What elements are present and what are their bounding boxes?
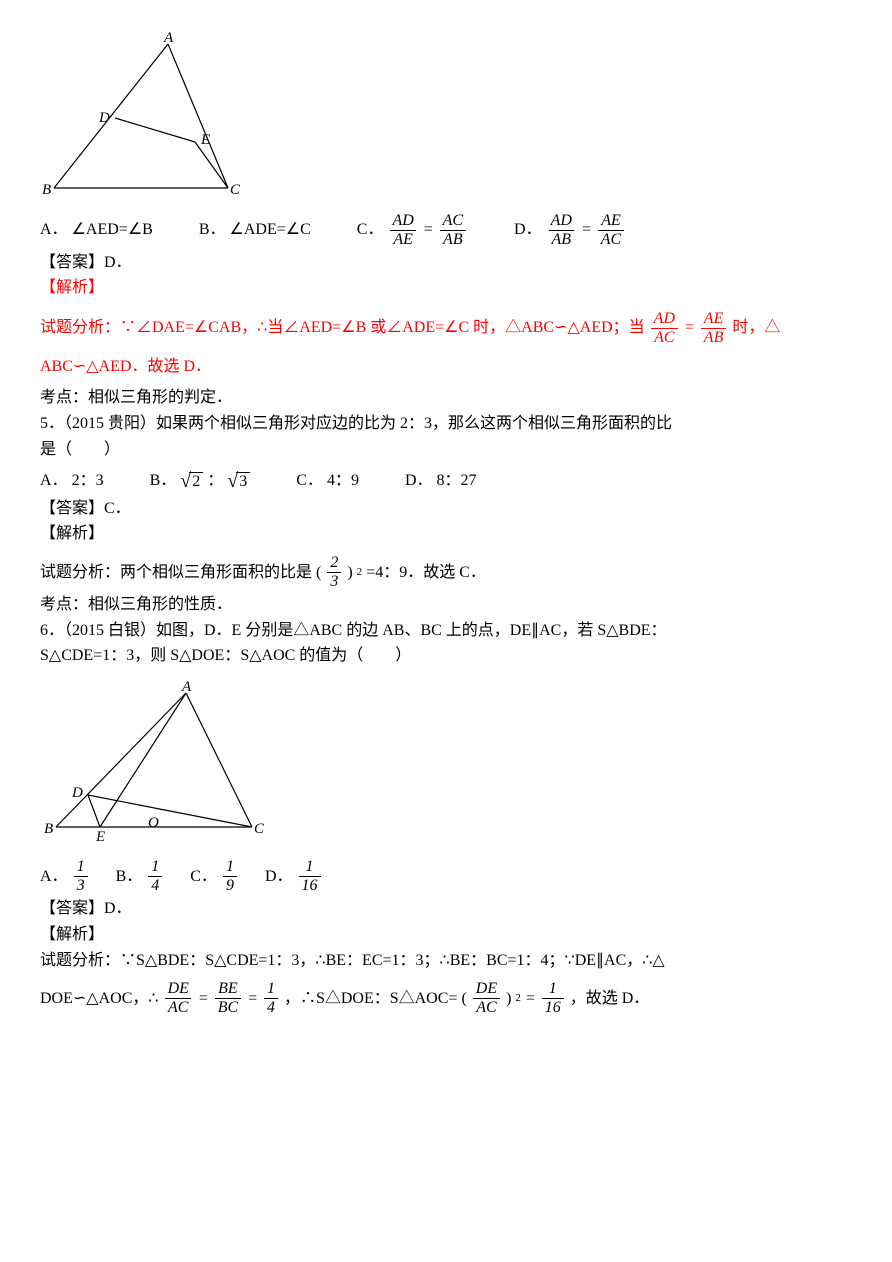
q6-opt-a-frac: 1 3 [74, 859, 88, 894]
q6-opt-d-prefix: D． [265, 864, 293, 890]
q5-options-row: A． 2：3 B． √2 ： √3 C． 4：9 D． 8：27 [40, 468, 852, 494]
q6-opt-c-prefix: C． [190, 864, 217, 890]
figure-q4: A D E B C [40, 30, 852, 209]
q6-opt-c-frac: 1 9 [223, 859, 237, 894]
q4-opt-d-prefix: D． [514, 217, 542, 243]
svg-text:O: O [148, 815, 159, 831]
paren-l: ( [461, 986, 466, 1012]
eq-sign: = [247, 986, 258, 1012]
q5-opt-c-prefix: C． [296, 468, 323, 494]
q5-opt-d-prefix: D． [405, 468, 433, 494]
q4-opt-a-text: ∠AED=∠B [72, 217, 153, 243]
eq-sign: = [198, 986, 209, 1012]
svg-text:E: E [95, 829, 105, 845]
q6-expl-frac2-v: 1 16 [542, 981, 564, 1016]
q5-opt-a-prefix: A． [40, 468, 68, 494]
q5-opt-b-prefix: B． [150, 468, 177, 494]
q5-opt-d-text: 8：27 [437, 468, 477, 494]
svg-text:A: A [181, 679, 192, 695]
q6-stem-line2: S△CDE=1：3，则 S△DOE：S△AOC 的值为（ ） [40, 643, 852, 669]
q5-expl-frac: 2 3 [327, 555, 341, 590]
q4-opt-b-prefix: B． [199, 217, 226, 243]
q4-expl-frac-left: AD AC [651, 311, 678, 346]
q6-expl-tail: ，故选 D． [570, 986, 650, 1012]
q4-explanation-line1: 试题分析：∵∠DAE=∠CAB，∴当∠AED=∠B 或∠ADE=∠C 时，△AB… [40, 311, 852, 346]
q5-answer: 【答案】C． [40, 496, 852, 522]
q6-expl-frac2-l: DE AC [473, 981, 500, 1016]
q4-opt-b-text: ∠ADE=∠C [230, 217, 311, 243]
q4-jiexi-label: 【解析】 [40, 275, 852, 301]
svg-text:E: E [200, 132, 210, 148]
q4-opt-c-frac-left: AD AE [389, 213, 416, 248]
svg-text:C: C [230, 182, 241, 198]
eq-sign: = [423, 217, 434, 243]
q6-expl-frac1-v: 1 4 [264, 981, 278, 1016]
q4-expl-prefix: 试题分析：∵∠DAE=∠CAB，∴当∠AED=∠B 或∠ADE=∠C 时，△AB… [40, 315, 645, 341]
q4-kaodian: 考点：相似三角形的判定． [40, 385, 852, 411]
q5-kaodian: 考点：相似三角形的性质． [40, 592, 852, 618]
q6-expl-frac1-l: DE AC [165, 981, 192, 1016]
q6-expl-line1: 试题分析：∵S△BDE：S△CDE=1：3，∴BE：EC=1：3；∴BE：BC=… [40, 948, 852, 974]
q6-expl-exp: 2 [515, 990, 521, 1008]
q6-stem-line1: 6．（2015 白银）如图，D．E 分别是△ABC 的边 AB、BC 上的点，D… [40, 618, 852, 644]
q5-opt-c-text: 4：9 [327, 468, 359, 494]
q5-stem-line2: 是（ ） [40, 437, 852, 463]
svg-text:A: A [163, 30, 174, 46]
q5-jiexi-label: 【解析】 [40, 521, 852, 547]
q4-opt-d-frac-right: AE AC [598, 213, 624, 248]
q6-opt-a-prefix: A． [40, 864, 68, 890]
q5-expl-paren-r: ) [347, 560, 352, 586]
paren-r: ) [506, 986, 511, 1012]
svg-text:C: C [254, 821, 265, 837]
q6-expl-l2a: DOE∽△AOC，∴ [40, 986, 159, 1012]
q5-opt-b-sep: ： [207, 468, 223, 494]
eq-sign: = [525, 986, 536, 1012]
triangle-figure-1: A D E B C [40, 30, 250, 200]
q6-answer: 【答案】D． [40, 896, 852, 922]
svg-text:B: B [42, 182, 51, 198]
q4-expl-frac-right: AE AB [701, 311, 727, 346]
q6-expl-frac1-r: BE BC [215, 981, 241, 1016]
q6-opt-b-prefix: B． [116, 864, 143, 890]
q5-opt-b-left: √2 [180, 471, 203, 491]
q4-opt-c-frac-right: AC AB [440, 213, 466, 248]
q4-expl-suffix: 时，△ [732, 315, 780, 341]
svg-text:D: D [98, 110, 110, 126]
svg-text:D: D [71, 785, 83, 801]
q4-explanation-line2: ABC∽△AED．故选 D． [40, 354, 852, 380]
q5-expl-paren-l: ( [316, 560, 321, 586]
q4-opt-d-frac-left: AD AB [548, 213, 575, 248]
q5-opt-a-text: 2：3 [72, 468, 104, 494]
q6-opt-d-frac: 1 16 [299, 859, 321, 894]
q6-expl-mid: ，∴S△DOE：S△AOC= [284, 986, 458, 1012]
q6-jiexi-label: 【解析】 [40, 922, 852, 948]
q4-opt-c-prefix: C． [357, 217, 384, 243]
q6-opt-b-frac: 1 4 [148, 859, 162, 894]
q4-options-row: A． ∠AED=∠B B． ∠ADE=∠C C． AD AE = AC AB D… [40, 213, 852, 248]
q5-stem-line1: 5．（2015 贵阳）如果两个相似三角形对应边的比为 2：3，那么这两个相似三角… [40, 411, 852, 437]
triangle-figure-2: A B C D E O [40, 679, 270, 847]
q6-expl-line2: DOE∽△AOC，∴ DE AC = BE BC = 1 4 ，∴S△DOE：S… [40, 981, 852, 1016]
q4-opt-a-prefix: A． [40, 217, 68, 243]
q5-expl-prefix: 试题分析：两个相似三角形面积的比是 [40, 560, 312, 586]
q4-answer: 【答案】D． [40, 250, 852, 276]
q5-expl-suffix: =4：9．故选 C． [366, 560, 486, 586]
q6-options-row: A． 1 3 B． 1 4 C． 1 9 D． 1 16 [40, 859, 852, 894]
eq-sign: = [684, 315, 695, 341]
q5-opt-b-right: √3 [227, 471, 250, 491]
svg-text:B: B [44, 821, 53, 837]
q5-explanation: 试题分析：两个相似三角形面积的比是 ( 2 3 ) 2 =4：9．故选 C． [40, 555, 852, 590]
eq-sign: = [581, 217, 592, 243]
figure-q6: A B C D E O [40, 679, 852, 856]
q5-expl-exp: 2 [357, 564, 363, 582]
